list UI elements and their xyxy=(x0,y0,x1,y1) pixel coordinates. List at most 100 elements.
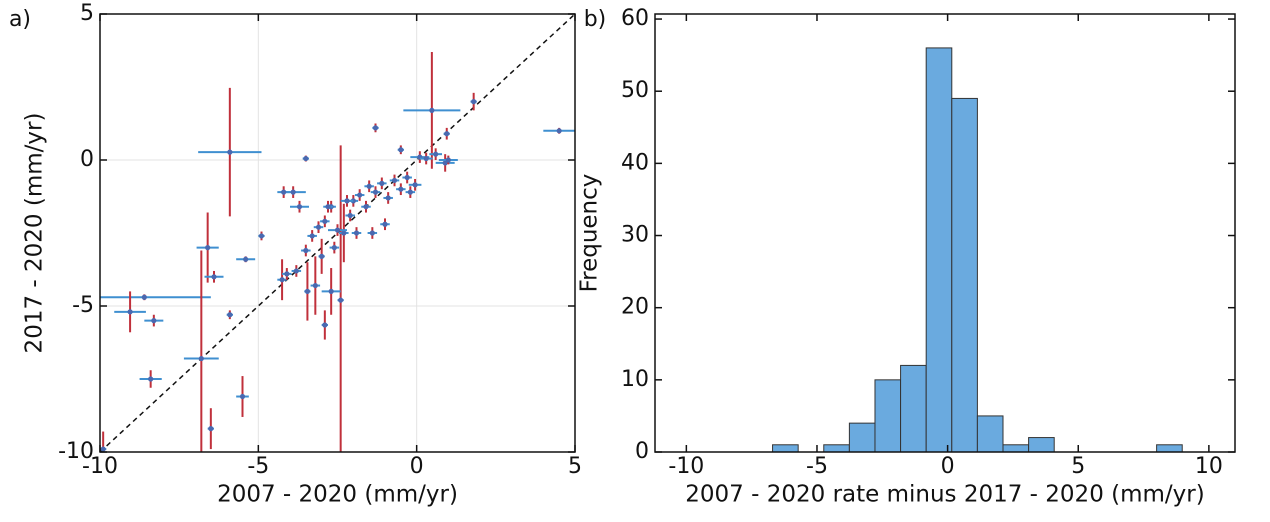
point xyxy=(429,107,435,113)
panel: -10 -5 0 5 10 0 10 20 30 40 50 60 2007 - 2020 rate m… xyxy=(577,6,1236,508)
point xyxy=(433,151,439,157)
x-tick-label: -5 xyxy=(806,454,828,479)
x-tick-label: -10 xyxy=(82,454,118,479)
bar xyxy=(874,379,902,452)
point xyxy=(322,322,328,328)
bar xyxy=(951,97,978,452)
panel-label: a) xyxy=(9,7,31,32)
point xyxy=(284,271,290,277)
point xyxy=(281,189,287,195)
point xyxy=(353,230,360,236)
point xyxy=(331,245,337,251)
point xyxy=(319,253,325,259)
panel-label: b) xyxy=(584,7,607,32)
point xyxy=(338,297,344,303)
point xyxy=(423,155,429,162)
point xyxy=(444,131,450,137)
point xyxy=(208,426,214,432)
x-tick-label: 5 xyxy=(1071,454,1085,479)
plot-area xyxy=(100,14,575,452)
panel: -10 -5 0 5 -10 -5 0 5 2007 - 2020 (mm/yr) 2017 - … xyxy=(9,1,582,508)
point xyxy=(366,183,372,189)
point xyxy=(328,288,334,294)
y-tick-label: 10 xyxy=(621,367,649,392)
point xyxy=(341,230,347,236)
bar xyxy=(1028,437,1055,452)
y-tick-label: -10 xyxy=(58,439,94,464)
bar xyxy=(848,422,876,452)
x-axis-label: 2007 - 2020 (mm/yr) xyxy=(217,482,458,508)
y-tick-label: 30 xyxy=(621,223,649,248)
point xyxy=(227,312,233,318)
y-tick-label: 50 xyxy=(621,78,649,103)
point xyxy=(239,393,246,400)
point xyxy=(372,189,379,195)
plot-area xyxy=(772,47,1183,452)
point xyxy=(372,125,379,131)
x-tick-label: -10 xyxy=(668,454,704,479)
point xyxy=(100,446,106,452)
point xyxy=(398,147,404,153)
point xyxy=(141,294,147,300)
x-tick-label: -5 xyxy=(247,454,269,479)
y-tick-label: 5 xyxy=(80,1,94,26)
point xyxy=(243,256,249,262)
bar xyxy=(1002,444,1030,452)
point xyxy=(148,376,154,382)
point xyxy=(296,204,303,210)
point xyxy=(290,189,296,195)
point xyxy=(357,192,363,198)
point xyxy=(445,157,451,163)
point xyxy=(379,180,385,186)
point xyxy=(412,182,418,188)
point xyxy=(369,230,375,236)
y-tick-label: -5 xyxy=(72,293,94,318)
point xyxy=(227,149,233,155)
point xyxy=(315,224,322,230)
point xyxy=(279,277,285,283)
y-tick-label: 0 xyxy=(80,147,94,172)
point xyxy=(312,282,318,289)
point xyxy=(198,355,204,362)
point xyxy=(344,198,350,204)
y-axis-label: 2017 - 2020 (mm/yr) xyxy=(22,113,48,354)
point xyxy=(385,195,391,201)
bar xyxy=(772,444,799,452)
x-tick-label: 0 xyxy=(410,454,424,479)
point xyxy=(391,177,398,184)
bar xyxy=(900,364,927,452)
x-tick-label: 5 xyxy=(568,454,582,479)
point xyxy=(322,218,328,224)
point xyxy=(556,128,562,134)
bar xyxy=(976,415,1004,452)
point xyxy=(398,186,404,192)
point xyxy=(303,155,309,162)
point xyxy=(211,274,217,280)
y-tick-label: 0 xyxy=(635,439,649,464)
point xyxy=(407,189,413,195)
point xyxy=(127,309,133,315)
x-tick-label: 10 xyxy=(1195,454,1223,479)
point xyxy=(304,288,311,294)
point xyxy=(325,204,331,210)
x-axis-label: 2007 - 2020 rate minus 2017 - 2020 (mm/y… xyxy=(685,482,1204,508)
point xyxy=(404,174,410,181)
point xyxy=(334,227,341,233)
axes-frame xyxy=(99,13,576,453)
point xyxy=(347,212,353,219)
y-tick-label: 40 xyxy=(621,150,649,175)
point xyxy=(363,204,369,210)
point xyxy=(258,233,265,239)
axes-frame xyxy=(654,13,1236,453)
bar xyxy=(823,444,850,452)
point xyxy=(303,247,309,254)
bar xyxy=(1156,444,1183,452)
point xyxy=(471,99,477,105)
bar xyxy=(925,47,953,452)
point xyxy=(309,233,315,239)
point xyxy=(293,268,299,274)
point xyxy=(205,245,211,251)
y-axis-label: Frequency xyxy=(577,174,603,293)
x-tick-label: 0 xyxy=(941,454,955,479)
